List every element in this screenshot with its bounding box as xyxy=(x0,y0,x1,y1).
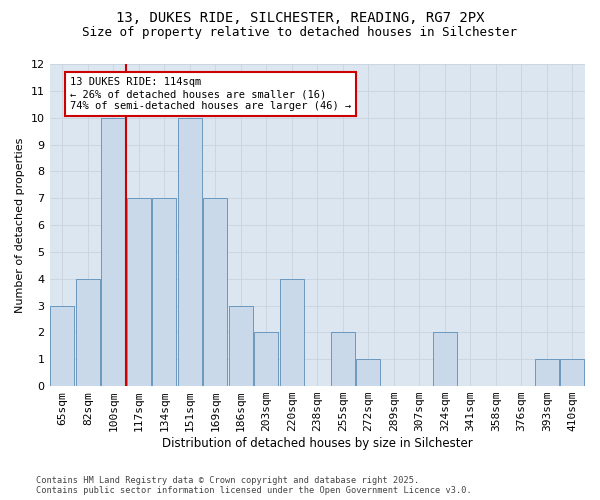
Bar xyxy=(50,306,74,386)
Bar xyxy=(560,359,584,386)
Bar xyxy=(254,332,278,386)
Text: 13 DUKES RIDE: 114sqm
← 26% of detached houses are smaller (16)
74% of semi-deta: 13 DUKES RIDE: 114sqm ← 26% of detached … xyxy=(70,78,351,110)
Bar xyxy=(127,198,151,386)
Bar xyxy=(152,198,176,386)
Bar xyxy=(356,359,380,386)
Bar xyxy=(203,198,227,386)
Bar xyxy=(229,306,253,386)
Bar xyxy=(331,332,355,386)
Bar xyxy=(101,118,125,386)
Text: Contains HM Land Registry data © Crown copyright and database right 2025.
Contai: Contains HM Land Registry data © Crown c… xyxy=(36,476,472,495)
X-axis label: Distribution of detached houses by size in Silchester: Distribution of detached houses by size … xyxy=(162,437,473,450)
Bar xyxy=(433,332,457,386)
Bar xyxy=(178,118,202,386)
Bar xyxy=(76,278,100,386)
Y-axis label: Number of detached properties: Number of detached properties xyxy=(15,138,25,312)
Text: Size of property relative to detached houses in Silchester: Size of property relative to detached ho… xyxy=(83,26,517,39)
Bar xyxy=(535,359,559,386)
Bar xyxy=(280,278,304,386)
Text: 13, DUKES RIDE, SILCHESTER, READING, RG7 2PX: 13, DUKES RIDE, SILCHESTER, READING, RG7… xyxy=(116,11,484,25)
